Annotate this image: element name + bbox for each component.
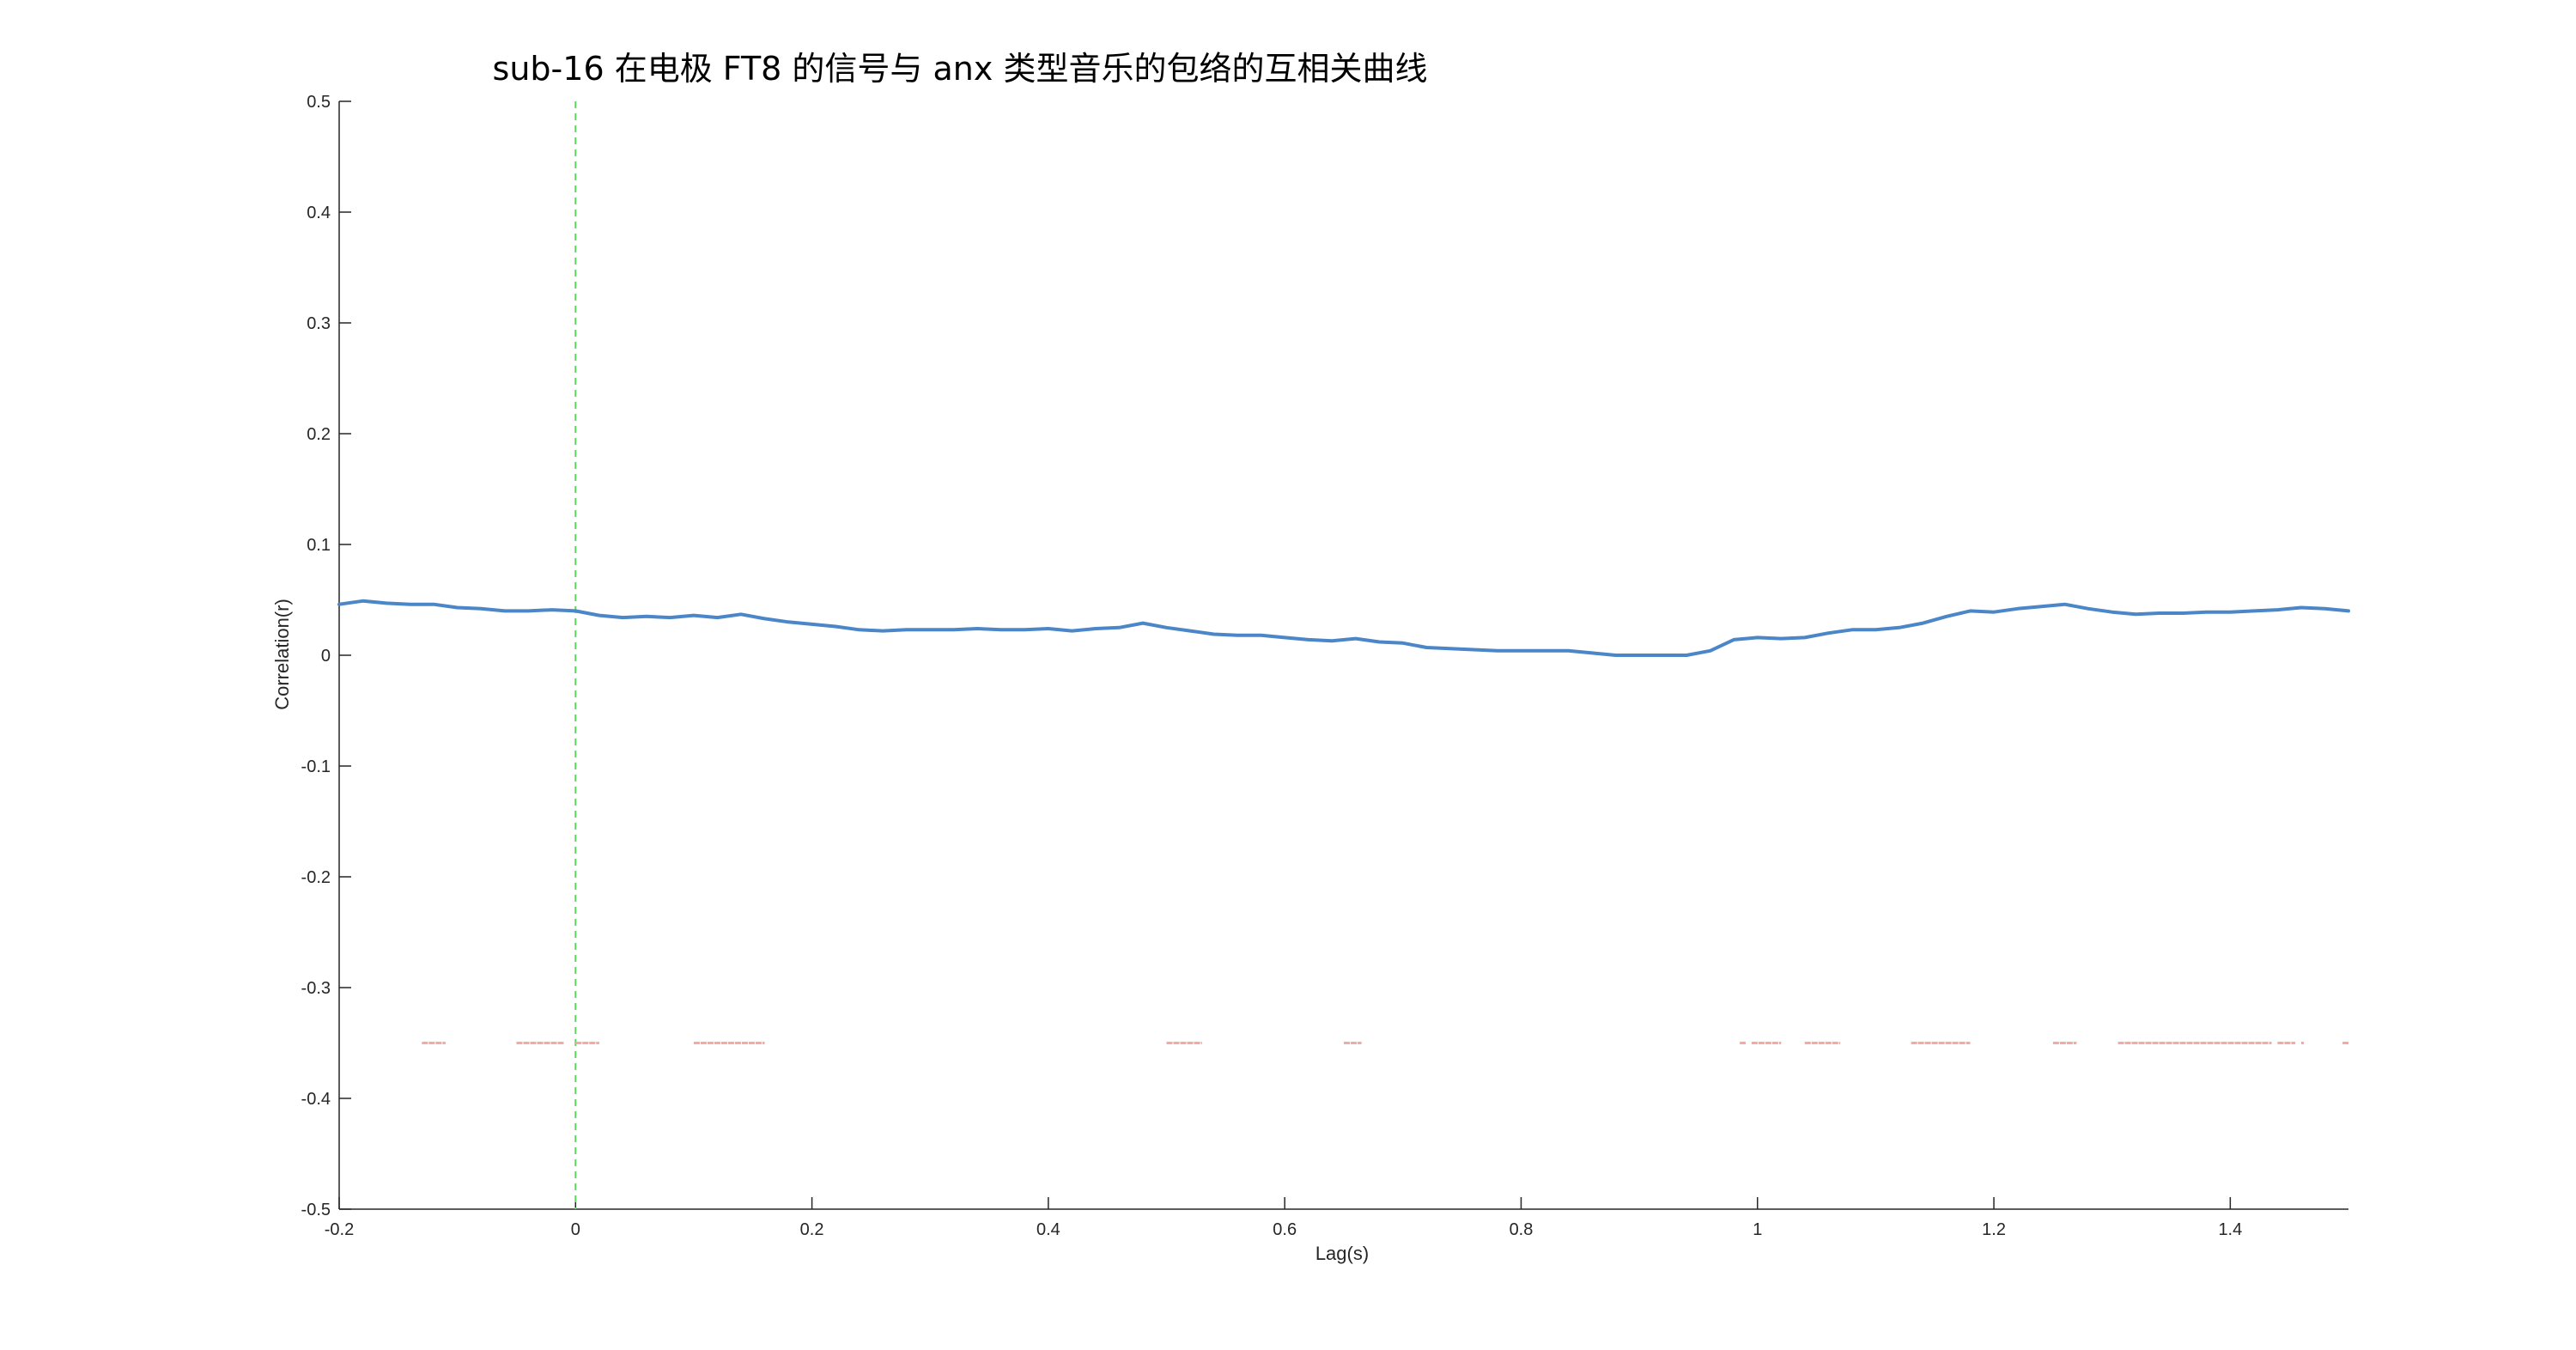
x-tick-label: 1 — [1753, 1220, 1762, 1239]
y-tick-label: -0.2 — [301, 868, 331, 887]
correlation-series-line — [337, 599, 2350, 657]
y-tick-label: -0.5 — [301, 1201, 331, 1219]
x-tick-label: 0.4 — [1036, 1220, 1060, 1239]
x-axis-label: Lag(s) — [1315, 1243, 1369, 1264]
y-tick-label: -0.4 — [301, 1090, 331, 1109]
y-axis-label: Correlation(r) — [271, 599, 293, 710]
x-tick-label: -0.2 — [325, 1220, 354, 1239]
chart-title: sub-16 在电极 FT8 的信号与 anx 类型音乐的包络的互相关曲线 — [493, 50, 1428, 88]
y-tick-label: -0.1 — [301, 757, 331, 776]
y-tick-label: 0.5 — [307, 93, 331, 112]
x-tick-label: 1.2 — [1982, 1220, 2006, 1239]
y-tick-label: 0.3 — [307, 314, 331, 333]
x-tick-label: 0.6 — [1273, 1220, 1297, 1239]
y-tick-label: 0.2 — [307, 425, 331, 444]
y-tick-label: 0.4 — [307, 204, 331, 222]
x-tick-label: 0.8 — [1510, 1220, 1534, 1239]
y-tick-label: 0.1 — [307, 536, 331, 555]
x-tick-label: 0 — [571, 1220, 580, 1239]
x-tick-label: 1.4 — [2218, 1220, 2242, 1239]
y-tick-label: 0 — [321, 647, 331, 666]
plot-area: -0.2 0 0.2 0.4 0.6 0.8 1 1.2 1.4 -0.5 -0.4 -0.3 -0.2… — [301, 93, 2350, 1239]
y-tick-label: -0.3 — [301, 979, 331, 998]
x-tick-label: 0.2 — [800, 1220, 824, 1239]
